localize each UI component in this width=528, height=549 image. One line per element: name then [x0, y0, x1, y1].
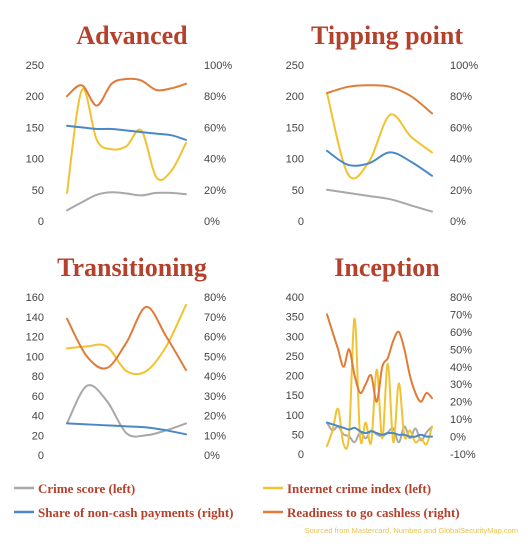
left-axis-tick-label: 60 — [32, 391, 44, 403]
series-line-noncash — [326, 149, 433, 177]
series-line-crime — [326, 421, 433, 444]
legend-label-readiness: Readiness to go cashless (right) — [287, 505, 460, 520]
right-axis-tick-label: 20% — [204, 185, 226, 197]
left-axis-tick-label: 250 — [286, 60, 304, 72]
right-axis-tick-label: 60% — [204, 332, 226, 344]
left-axis-tick-label: 300 — [286, 331, 304, 343]
series-line-readiness — [66, 305, 187, 372]
left-axis-tick-label: 250 — [26, 60, 44, 72]
left-axis-tick-label: 50 — [292, 185, 304, 197]
left-axis-tick-label: 100 — [26, 351, 44, 363]
right-axis-tick-label: 100% — [204, 60, 232, 72]
left-axis-tick-label: 0 — [38, 216, 44, 228]
panel-advanced: Advanced 0 50 100 150 200 250 0% 20% 40% 60% 80% 100… — [26, 21, 233, 228]
legend-label-crime: Crime score (left) — [38, 481, 135, 496]
right-axis-tick-label: 30% — [204, 391, 226, 403]
right-axis-tick-label: 70% — [450, 309, 472, 321]
right-axis-tick-label: 20% — [450, 397, 472, 409]
panel-tipping-point: Tipping point 0 50 100 150 200 250 0% 20% 40% 60% 8… — [286, 21, 479, 228]
right-axis-tick-label: 40% — [204, 371, 226, 383]
source-note: Sourced from Mastercard, Numbeo and Glob… — [305, 526, 518, 535]
left-axis-tick-label: 200 — [286, 371, 304, 383]
panel-title: Transitioning — [57, 253, 207, 282]
series-line-internet — [326, 92, 433, 180]
left-axis-tick-label: 140 — [26, 312, 44, 324]
right-axis-tick-label: 80% — [204, 292, 226, 304]
left-axis-tick-label: 150 — [26, 122, 44, 134]
right-axis-tick-label: 100% — [450, 60, 478, 72]
left-axis-tick-label: 80 — [32, 371, 44, 383]
right-axis-tick-label: 0% — [450, 216, 466, 228]
left-axis-tick-label: 350 — [286, 312, 304, 324]
right-axis-tick-label: 60% — [204, 122, 226, 134]
right-axis-tick-label: 60% — [450, 122, 472, 134]
left-axis-tick-label: 100 — [286, 410, 304, 422]
right-axis-tick-label: 50% — [204, 351, 226, 363]
series-line-crime — [66, 191, 187, 212]
left-axis-tick-label: 200 — [26, 91, 44, 103]
series-line-internet — [326, 317, 433, 450]
right-axis-tick-label: 80% — [450, 292, 472, 304]
right-axis-tick-label: 20% — [204, 411, 226, 423]
right-axis-tick-label: 50% — [450, 344, 472, 356]
panel-title: Tipping point — [311, 21, 463, 50]
right-axis-tick-label: 10% — [204, 430, 226, 442]
left-axis-tick-label: 150 — [286, 122, 304, 134]
series-line-noncash — [66, 422, 187, 436]
right-axis-tick-label: 40% — [450, 362, 472, 374]
right-axis-tick-label: 0% — [204, 216, 220, 228]
right-axis-tick-label: 10% — [450, 414, 472, 426]
right-axis-tick-label: 80% — [204, 91, 226, 103]
right-axis-tick-label: 40% — [450, 154, 472, 166]
left-axis-tick-label: 200 — [286, 91, 304, 103]
left-axis-tick-label: 0 — [298, 216, 304, 228]
right-axis-tick-label: 60% — [450, 327, 472, 339]
left-axis-tick-label: 50 — [32, 185, 44, 197]
left-axis-tick-label: 120 — [26, 332, 44, 344]
series-line-noncash — [326, 421, 433, 438]
series-line-readiness — [326, 84, 433, 115]
series-line-noncash — [66, 124, 187, 141]
right-axis-tick-label: 20% — [450, 185, 472, 197]
left-axis-tick-label: 250 — [286, 351, 304, 363]
right-axis-tick-label: 0% — [204, 450, 220, 462]
left-axis-tick-label: 50 — [292, 429, 304, 441]
right-axis-tick-label: 30% — [450, 379, 472, 391]
series-line-crime — [326, 188, 433, 213]
panel-inception: Inception 0 50 100 150 200 250 300 350 400 -10% 0% 1… — [286, 253, 476, 461]
right-axis-tick-label: 0% — [450, 432, 466, 444]
panel-transitioning: Transitioning 0 20 40 60 80 100 120 140 160 0% 10% 2… — [26, 253, 227, 462]
legend-label-noncash: Share of non-cash payments (right) — [38, 505, 234, 520]
right-axis-tick-label: 70% — [204, 312, 226, 324]
left-axis-tick-label: 20 — [32, 430, 44, 442]
left-axis-tick-label: 150 — [286, 390, 304, 402]
right-axis-tick-label: 80% — [450, 91, 472, 103]
legend-label-internet: Internet crime index (left) — [287, 481, 431, 496]
right-axis-tick-label: -10% — [450, 449, 476, 461]
legend: Crime score (left) Internet crime index (… — [14, 481, 460, 520]
right-axis-tick-label: 40% — [204, 154, 226, 166]
series-line-internet — [66, 303, 187, 376]
series-line-readiness — [326, 313, 433, 403]
series-line-readiness — [66, 77, 187, 107]
series-line-crime — [66, 384, 187, 438]
left-axis-tick-label: 400 — [286, 292, 304, 304]
left-axis-tick-label: 100 — [286, 154, 304, 166]
left-axis-tick-label: 160 — [26, 292, 44, 304]
left-axis-tick-label: 0 — [38, 450, 44, 462]
left-axis-tick-label: 100 — [26, 154, 44, 166]
panel-title: Advanced — [76, 21, 188, 50]
left-axis-tick-label: 0 — [298, 449, 304, 461]
panel-title: Inception — [334, 253, 440, 282]
left-axis-tick-label: 40 — [32, 411, 44, 423]
series-line-internet — [66, 88, 187, 194]
